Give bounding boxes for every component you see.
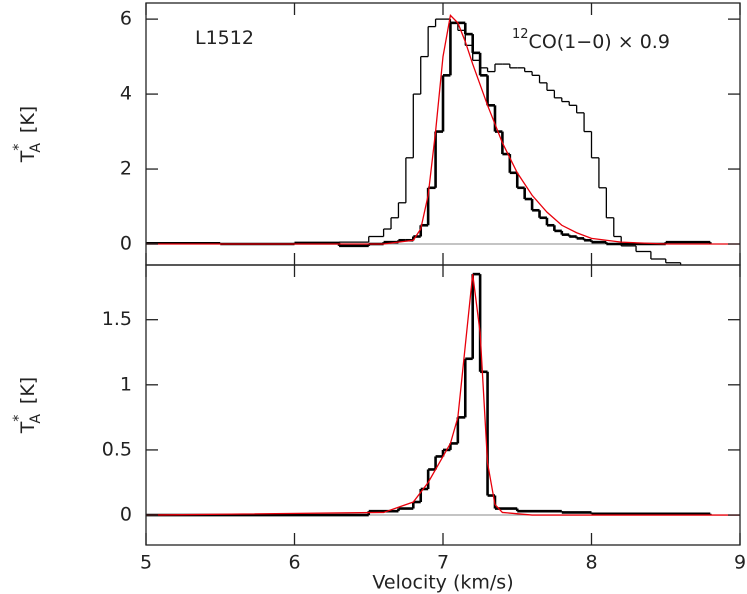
y-tick-label: 6 bbox=[120, 8, 132, 30]
y-label-sup: * bbox=[11, 415, 27, 422]
y-tick-label: 0.5 bbox=[102, 438, 132, 460]
annotation: L1512 bbox=[195, 27, 254, 49]
fit-line bbox=[146, 14, 740, 245]
panel bbox=[146, 14, 740, 265]
y-tick-label: 0 bbox=[120, 233, 132, 255]
x-tick-label: 6 bbox=[288, 552, 300, 574]
y-label-sub: A bbox=[28, 414, 44, 424]
fit-line bbox=[146, 274, 740, 516]
y-label-sub: A bbox=[28, 143, 44, 153]
panel bbox=[146, 272, 740, 517]
y-label-base: T bbox=[17, 421, 39, 434]
y-tick-label: 1 bbox=[120, 373, 132, 395]
x-axis-label: Velocity (km/s) bbox=[372, 572, 513, 594]
y-tick-label: 0 bbox=[120, 504, 132, 526]
y-label-sup: * bbox=[11, 144, 27, 151]
x-tick-label: 7 bbox=[437, 552, 449, 574]
y-tick-label: 1.5 bbox=[102, 308, 132, 330]
y-label-unit: [K] bbox=[17, 106, 39, 133]
y-label-base: T bbox=[17, 150, 39, 163]
x-tick-label: 9 bbox=[734, 552, 746, 574]
y-axis-label: T*A [K] bbox=[11, 377, 44, 434]
y-label-unit: [K] bbox=[17, 377, 39, 404]
plot-frame bbox=[145, 264, 741, 546]
x-tick-label: 5 bbox=[140, 552, 152, 574]
y-tick-label: 2 bbox=[120, 158, 132, 180]
annotation: 12CO(1−0) × 0.9 bbox=[512, 27, 670, 53]
y-axis-label: T*A [K] bbox=[11, 106, 44, 163]
x-tick-label: 8 bbox=[585, 552, 597, 574]
y-tick-label: 4 bbox=[120, 83, 132, 105]
annotation-text: L1512 bbox=[195, 27, 254, 49]
annotation-text: CO(1−0) × 0.9 bbox=[529, 31, 670, 53]
annotation-sup: 12 bbox=[512, 27, 529, 42]
